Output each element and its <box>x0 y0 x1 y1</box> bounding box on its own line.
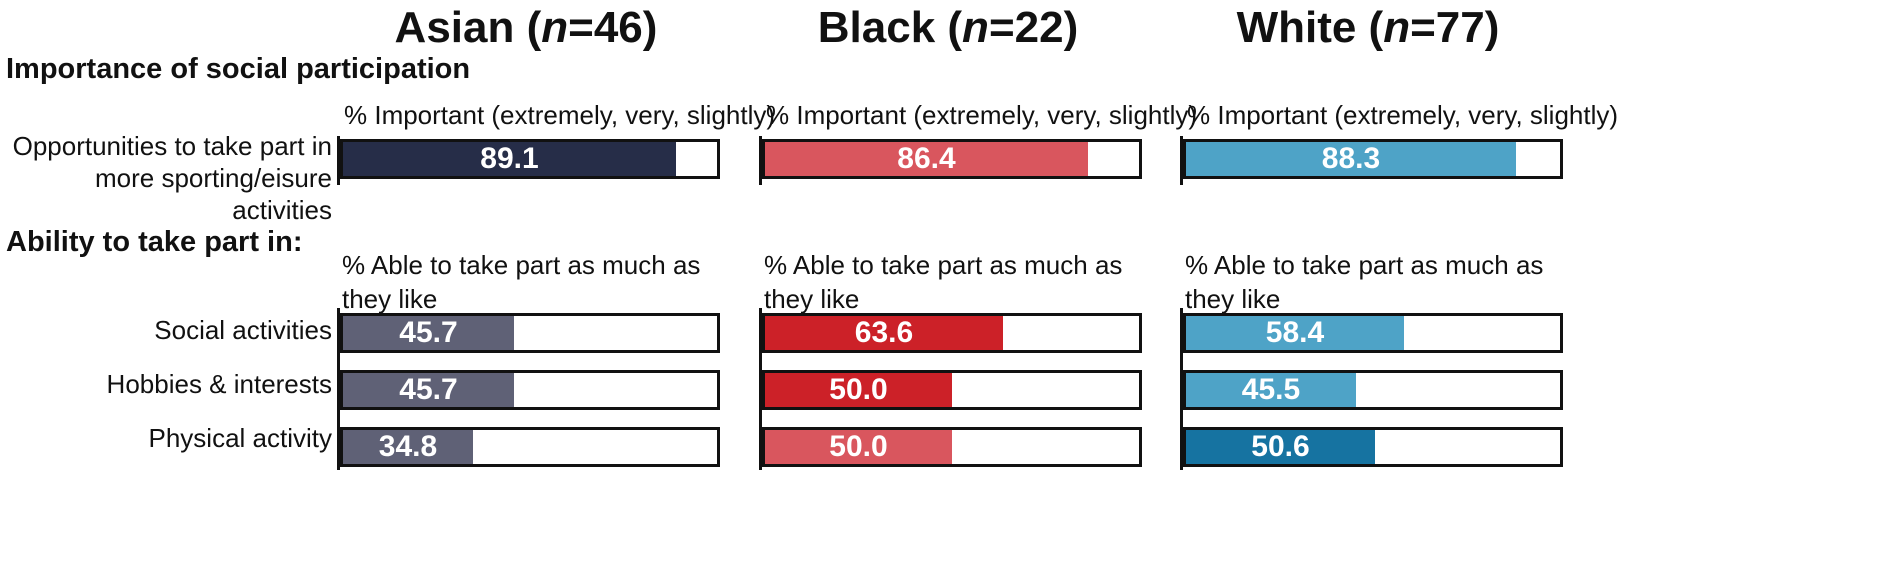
ability-bar-hobbies-black: 50.0 <box>762 370 1142 410</box>
importance-axis-line-black <box>759 136 762 185</box>
ability-bar-social-black: 63.6 <box>762 313 1142 353</box>
ability-bar-hobbies-white-value-label: 45.5 <box>1241 373 1301 406</box>
ability-header-black: % Able to take part as much as they like <box>764 250 1123 314</box>
ability-axis-line-asian <box>337 308 340 470</box>
ability-row-label-hobbies: Hobbies & interests <box>106 369 332 399</box>
ability-header-white: % Able to take part as much as they like <box>1185 250 1544 314</box>
ability-bar-social-black-value-label: 63.6 <box>854 316 914 349</box>
ability-bar-hobbies-black-value-label: 50.0 <box>829 373 888 406</box>
ability-bar-social-white-value-label: 58.4 <box>1265 316 1325 349</box>
ability-bar-physical-asian: 34.8 <box>340 427 720 467</box>
group-n-value: =46) <box>568 3 658 52</box>
importance-bar-white-value-label: 88.3 <box>1321 142 1381 175</box>
group-title-black: Black (n=22) <box>748 0 1148 56</box>
ability-bar-hobbies-white-fill <box>1186 373 1356 407</box>
section-title-ability: Ability to take part in: <box>6 226 303 258</box>
ability-bar-hobbies-asian-value-label: 45.7 <box>399 373 458 406</box>
ability-bar-physical-white-value-label: 50.6 <box>1251 430 1310 463</box>
ability-bar-social-white: 58.4 <box>1183 313 1563 353</box>
ability-bar-social-black-fill <box>765 316 1003 350</box>
ability-bar-social-asian-value-label: 45.7 <box>399 316 458 349</box>
ability-bar-physical-white: 50.6 <box>1183 427 1563 467</box>
ability-bar-hobbies-black-fill <box>765 373 952 407</box>
importance-header-asian: % Important (extremely, very, slightly) <box>344 100 776 130</box>
ability-row-label-physical: Physical activity <box>148 423 333 453</box>
importance-bar-black-fill <box>765 142 1088 176</box>
importance-bar-white-fill <box>1186 142 1516 176</box>
importance-header-black: % Important (extremely, very, slightly) <box>766 100 1198 130</box>
importance-bar-white: 88.3 <box>1183 139 1563 179</box>
ability-bar-physical-black-value-label: 50.0 <box>829 430 888 463</box>
importance-axis-line-white <box>1180 136 1183 185</box>
ability-bar-physical-white-fill <box>1186 430 1375 464</box>
importance-axis-line-asian <box>337 136 340 185</box>
group-n-var: n <box>962 3 989 52</box>
ability-axis-line-white <box>1180 308 1183 470</box>
ability-bar-hobbies-asian-fill <box>343 373 514 407</box>
group-n-var: n <box>1383 3 1411 52</box>
group-n-value: =77) <box>1410 3 1500 52</box>
ability-bar-hobbies-asian: 45.7 <box>340 370 720 410</box>
ability-header-asian: % Able to take part as much as they like <box>342 250 701 314</box>
importance-header-white: % Important (extremely, very, slightly) <box>1187 100 1619 130</box>
ability-bar-social-asian-fill <box>343 316 514 350</box>
group-n-var: n <box>541 3 569 52</box>
importance-bar-black-value-label: 86.4 <box>897 142 956 175</box>
group-label: Black ( <box>817 3 963 52</box>
ability-bar-hobbies-white: 45.5 <box>1183 370 1563 410</box>
group-label: White ( <box>1236 3 1384 52</box>
group-title-white: White (n=77) <box>1168 0 1568 56</box>
ability-bar-physical-asian-value-label: 34.8 <box>378 430 438 463</box>
ability-bar-physical-asian-fill <box>343 430 473 464</box>
importance-bar-asian: 89.1 <box>340 139 720 179</box>
importance-row-label: Opportunities to take part in more sport… <box>12 131 332 225</box>
ability-row-label-social: Social activities <box>154 315 332 345</box>
importance-bar-asian-fill <box>343 142 676 176</box>
ability-bar-social-asian: 45.7 <box>340 313 720 353</box>
ability-bar-social-white-fill <box>1186 316 1404 350</box>
importance-bar-asian-value-label: 89.1 <box>480 142 539 175</box>
ability-bar-physical-black-fill <box>765 430 952 464</box>
importance-bar-black: 86.4 <box>762 139 1142 179</box>
group-label: Asian ( <box>394 3 542 52</box>
ability-bar-physical-black: 50.0 <box>762 427 1142 467</box>
ability-axis-line-black <box>759 308 762 470</box>
section-title-importance: Importance of social participation <box>6 53 471 85</box>
group-title-asian: Asian (n=46) <box>326 0 726 56</box>
group-n-value: =22) <box>988 3 1079 52</box>
